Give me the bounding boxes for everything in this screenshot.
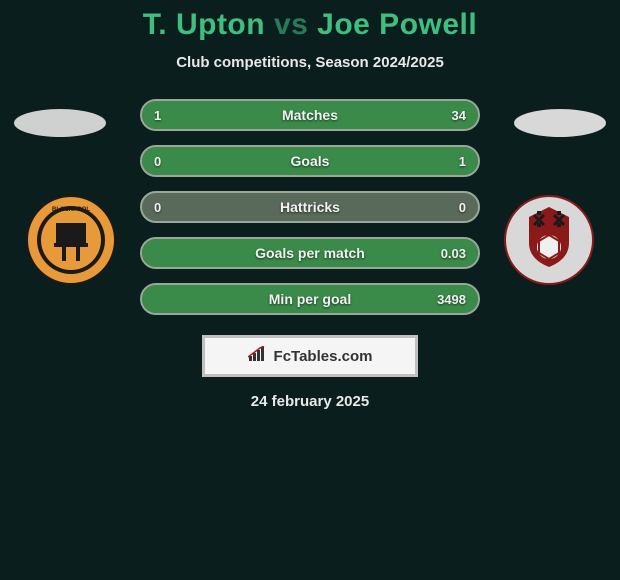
player1-ellipse xyxy=(14,109,106,137)
title: T. Upton vs Joe Powell xyxy=(0,8,620,42)
compare-area: BLACKPOOL 134Matches 01Goals 0 0Hattricks 0.… xyxy=(0,99,620,319)
stat-row: 01Goals xyxy=(140,145,480,177)
stat-row: 0.03Goals per match xyxy=(140,237,480,269)
stat-value-right: 0 xyxy=(459,193,466,221)
blackpool-crest-icon: BLACKPOOL xyxy=(26,195,116,285)
stat-fill-right xyxy=(142,285,478,313)
subtitle: Club competitions, Season 2024/2025 xyxy=(0,54,620,71)
player2-crest xyxy=(504,195,594,285)
stats-list: 134Matches 01Goals 0 0Hattricks 0.03Goals pe… xyxy=(140,99,480,315)
stat-fill-left xyxy=(142,101,155,129)
player2-ellipse xyxy=(514,109,606,137)
stat-fill-right xyxy=(142,239,478,267)
stat-row: 134Matches xyxy=(140,99,480,131)
fctables-logo[interactable]: FcTables.com xyxy=(202,335,418,377)
vs-text: vs xyxy=(274,8,308,41)
stat-fill-right xyxy=(155,101,478,129)
date-text: 24 february 2025 xyxy=(0,393,620,410)
player1-crest: BLACKPOOL xyxy=(26,195,116,285)
stat-label: Hattricks xyxy=(142,193,478,221)
rotherham-crest-icon xyxy=(504,195,594,285)
svg-text:BLACKPOOL: BLACKPOOL xyxy=(52,207,90,213)
player1-name: T. Upton xyxy=(143,8,265,41)
stat-fill-right xyxy=(142,147,478,175)
stat-value-left: 0 xyxy=(154,193,161,221)
player2-name: Joe Powell xyxy=(317,8,477,41)
chart-icon xyxy=(248,346,268,367)
logo-text: FcTables.com xyxy=(274,348,373,365)
comparison-card: T. Upton vs Joe Powell Club competitions… xyxy=(0,0,620,410)
stat-row: 3498Min per goal xyxy=(140,283,480,315)
stat-row: 0 0Hattricks xyxy=(140,191,480,223)
